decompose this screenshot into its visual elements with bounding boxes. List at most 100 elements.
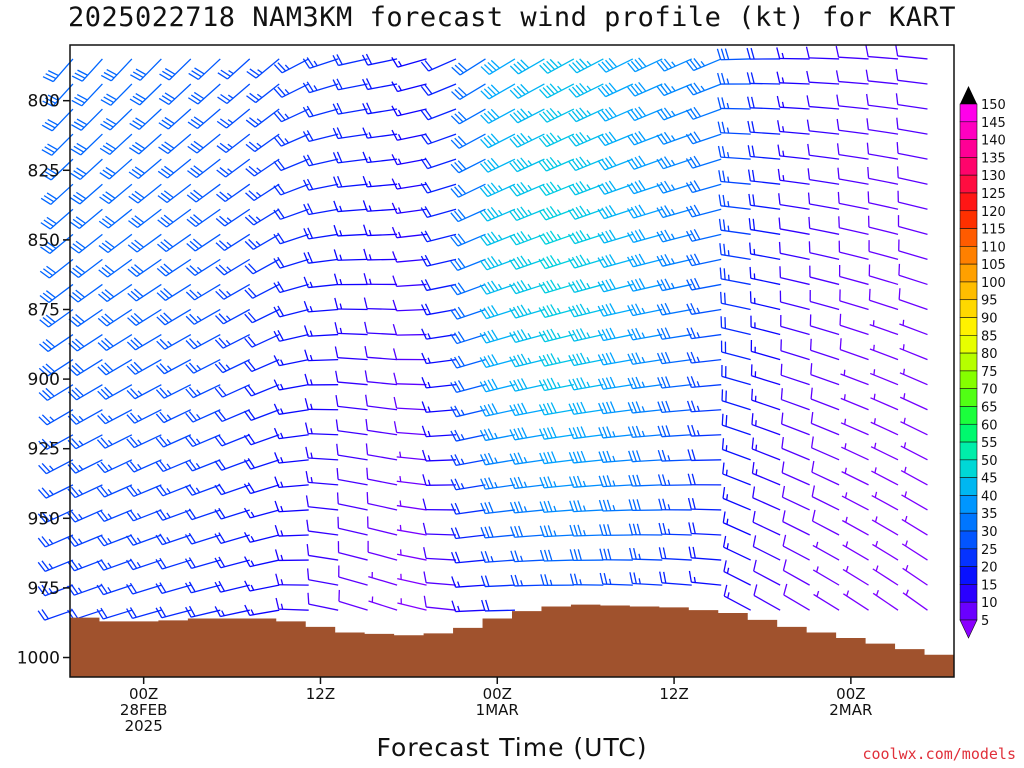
barb-half-feather (225, 364, 231, 370)
wind-barb (807, 143, 840, 160)
barb-half-feather (397, 85, 402, 91)
barb-feather (517, 476, 524, 488)
barb-shaft (107, 258, 133, 278)
wind-barb (69, 183, 103, 205)
barb-feather (781, 436, 784, 449)
barb-half-feather (641, 430, 645, 437)
barb-half-feather (727, 176, 730, 183)
barb-feather (579, 82, 588, 93)
barb-feather (520, 108, 529, 118)
wind-barb (396, 451, 427, 461)
barb-shaft (634, 58, 663, 73)
barb-shaft (222, 384, 251, 398)
barb-feather (509, 429, 516, 441)
wind-barb (215, 308, 251, 325)
barb-feather (657, 425, 663, 437)
wind-barb (812, 541, 840, 561)
barb-feather (634, 132, 643, 143)
barb-feather (491, 354, 499, 365)
barb-half-feather (225, 315, 231, 321)
barb-feather (580, 450, 587, 462)
barb-feather (602, 402, 608, 414)
wind-barb (421, 352, 457, 365)
barb-feather (424, 108, 433, 119)
barb-shaft (426, 434, 457, 438)
barb-half-feather (399, 524, 402, 531)
wind-barb (479, 157, 516, 173)
barb-feather (606, 401, 612, 413)
barb-feather (130, 290, 141, 300)
barb-half-feather (904, 515, 908, 522)
barb-shaft (308, 530, 339, 536)
barb-shaft (840, 373, 869, 386)
barb-feather (364, 370, 368, 382)
barb-feather (690, 303, 697, 314)
barb-feather (607, 524, 612, 536)
barb-feather (572, 451, 579, 463)
barb-feather (188, 508, 197, 519)
barb-feather (244, 362, 253, 372)
barb-shaft (516, 158, 545, 173)
wind-barb (70, 158, 103, 180)
wind-barb (568, 426, 604, 440)
barb-feather (608, 82, 617, 92)
wind-barb (273, 329, 309, 342)
barb-feather (393, 421, 398, 433)
barb-shaft (485, 459, 516, 466)
barb-feather (568, 112, 577, 123)
barb-half-feather (725, 469, 728, 476)
barb-feather (126, 511, 134, 522)
barb-feather (896, 141, 899, 154)
colorbar-label: 25 (981, 543, 998, 558)
barb-feather (546, 427, 553, 439)
barb-feather (722, 486, 726, 499)
barb-feather (575, 157, 584, 168)
colorbar-label: 120 (981, 205, 1006, 220)
barb-half-feather (280, 505, 284, 512)
barb-feather (509, 162, 518, 173)
barb-feather (686, 327, 693, 339)
barb-half-feather (527, 160, 533, 166)
barb-feather (547, 476, 553, 488)
barb-half-feather (427, 333, 431, 339)
barb-feather (127, 244, 138, 253)
barb-feather (67, 464, 77, 474)
barb-feather (163, 287, 173, 297)
wind-barb (39, 308, 74, 328)
barb-half-feather (556, 332, 561, 339)
barb-feather (453, 283, 462, 294)
barb-feather (43, 219, 54, 227)
barb-feather (808, 216, 811, 229)
barb-shaft (103, 609, 133, 620)
wind-barb (363, 224, 398, 237)
barb-feather (484, 477, 490, 489)
barb-feather (365, 78, 373, 89)
barb-feather (722, 170, 726, 182)
barb-feather (450, 503, 457, 515)
y-tick-label: 900 (28, 370, 60, 390)
barb-half-feather (905, 564, 909, 571)
barb-feather (577, 524, 582, 536)
barb-feather (73, 121, 85, 129)
barb-shaft (809, 57, 840, 60)
wind-barb (869, 369, 899, 386)
wind-barb (421, 425, 457, 438)
barb-half-feather (136, 537, 142, 543)
barb-shaft (691, 459, 722, 462)
barb-feather (75, 216, 86, 224)
wind-barb (273, 158, 309, 172)
barb-shaft (426, 384, 457, 389)
wind-barb (364, 346, 398, 361)
barb-half-feather (755, 469, 758, 475)
barb-feather (42, 76, 54, 83)
wind-barb (480, 575, 515, 588)
credit-link[interactable]: coolwx.com/models (862, 745, 1016, 763)
barb-shaft (750, 107, 781, 110)
barb-shaft (107, 233, 133, 254)
wind-barb (872, 565, 899, 586)
wind-barb (721, 389, 751, 411)
barb-shaft (691, 532, 722, 536)
wind-barb (423, 547, 457, 561)
barb-feather (450, 285, 458, 296)
barb-shaft (516, 183, 545, 197)
